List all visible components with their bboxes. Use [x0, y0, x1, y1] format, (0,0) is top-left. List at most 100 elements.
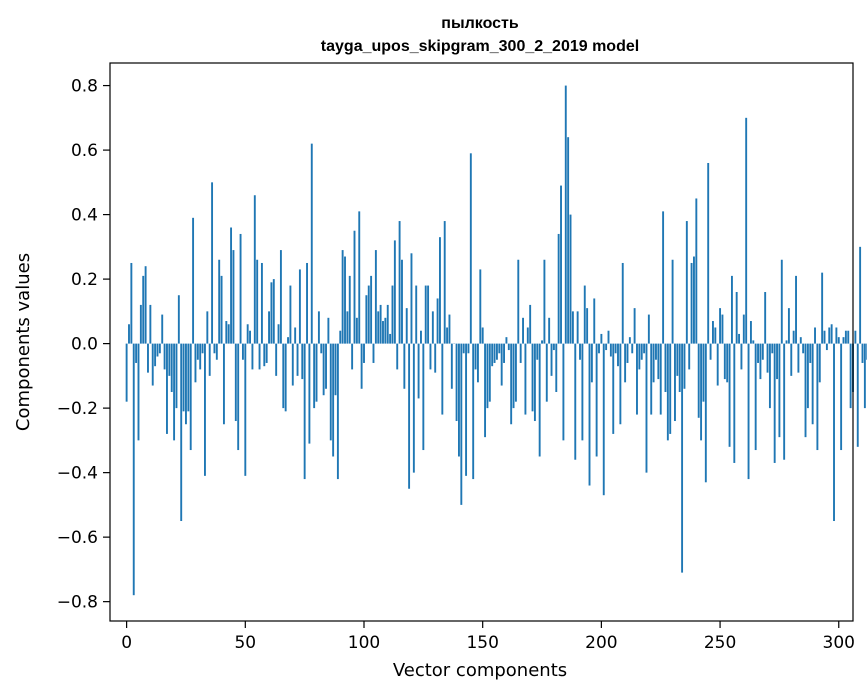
bar-component-210 — [624, 343, 627, 383]
bar-component-7 — [142, 275, 145, 344]
bar-component-96 — [353, 230, 356, 344]
bar-component-95 — [351, 343, 354, 370]
y-tick-label: 0.6 — [71, 141, 98, 161]
bar-component-174 — [538, 343, 541, 457]
bar-component-187 — [569, 214, 572, 344]
bar-component-63 — [275, 343, 278, 376]
bar-component-258 — [738, 333, 741, 344]
bar-component-218 — [643, 343, 646, 354]
bar-component-109 — [384, 317, 387, 344]
bar-component-6 — [139, 304, 142, 344]
bar-component-177 — [545, 343, 548, 402]
bar-component-8 — [144, 266, 147, 344]
bar-component-111 — [389, 333, 392, 344]
bar-component-112 — [391, 285, 394, 344]
bar-component-204 — [609, 343, 612, 357]
bar-component-273 — [773, 343, 776, 463]
bar-component-73 — [298, 269, 301, 344]
bar-component-113 — [393, 240, 396, 344]
bar-component-60 — [268, 311, 270, 344]
bar-component-235 — [683, 343, 686, 389]
bar-component-44 — [230, 227, 233, 344]
bar-component-172 — [533, 343, 536, 422]
y-tick-label: 0.0 — [71, 335, 98, 355]
bar-component-243 — [702, 343, 705, 402]
bar-component-181 — [555, 343, 558, 392]
bar-component-304 — [847, 330, 850, 344]
bar-component-308 — [856, 343, 859, 447]
bar-component-188 — [571, 311, 574, 344]
bar-component-155 — [493, 343, 496, 363]
bar-component-118 — [405, 308, 408, 344]
bar-component-173 — [536, 343, 539, 360]
bar-component-150 — [481, 327, 484, 344]
bar-component-302 — [842, 337, 845, 344]
bar-component-293 — [821, 272, 824, 344]
x-axis-ticks: 0 50 100 150 200 250 300 — [121, 621, 855, 653]
bar-component-42 — [225, 321, 228, 344]
bar-component-14 — [158, 343, 161, 354]
bar-component-148 — [476, 343, 479, 383]
bar-component-227 — [664, 343, 667, 392]
y-tick-label: 0.4 — [71, 206, 98, 226]
bar-component-224 — [657, 343, 660, 380]
bar-component-309 — [859, 246, 862, 344]
bar-component-79 — [313, 343, 316, 409]
bar-component-266 — [757, 343, 759, 363]
bar-component-165 — [517, 259, 520, 344]
bar-component-159 — [503, 343, 505, 363]
bar-component-65 — [279, 250, 282, 344]
bar-component-1 — [128, 324, 130, 344]
bar-component-31 — [199, 343, 202, 370]
bar-component-294 — [823, 330, 826, 344]
bar-component-209 — [621, 262, 624, 344]
bar-component-297 — [830, 324, 833, 344]
x-tick-label: 250 — [704, 633, 736, 653]
bar-component-307 — [854, 330, 857, 344]
bar-component-270 — [766, 343, 769, 373]
bar-component-295 — [825, 343, 828, 351]
bar-component-253 — [726, 343, 729, 383]
bar-component-281 — [792, 330, 795, 344]
bar-component-202 — [605, 343, 608, 351]
bar-component-166 — [519, 343, 522, 363]
bar-component-162 — [510, 343, 513, 425]
bar-component-5 — [137, 343, 140, 441]
bar-component-102 — [367, 285, 370, 344]
bar-component-18 — [168, 343, 171, 376]
bar-component-69 — [289, 285, 292, 344]
bar-component-175 — [541, 340, 543, 344]
bar-component-59 — [265, 343, 268, 363]
bar-component-193 — [583, 285, 586, 344]
bar-component-274 — [776, 343, 778, 380]
bar-component-240 — [695, 198, 698, 344]
bar-component-123 — [417, 343, 420, 399]
bar-component-252 — [723, 343, 726, 380]
bar-component-215 — [636, 343, 638, 415]
bar-component-55 — [256, 259, 259, 344]
bar-component-164 — [514, 343, 517, 402]
bar-component-260 — [742, 314, 745, 344]
bar-component-205 — [612, 343, 615, 434]
bar-component-50 — [244, 343, 247, 476]
bar-component-81 — [317, 311, 320, 344]
bar-component-221 — [650, 343, 653, 415]
chart-subtitle: tayga_upos_skipgram_300_2_2019 model — [321, 38, 639, 55]
bar-component-211 — [626, 343, 629, 363]
bar-component-263 — [749, 321, 752, 344]
bar-component-126 — [424, 285, 427, 344]
bar-component-144 — [467, 343, 470, 354]
bar-component-82 — [320, 343, 323, 354]
bar-component-207 — [617, 343, 619, 367]
bar-component-194 — [586, 308, 589, 344]
bar-component-34 — [206, 311, 209, 344]
bar-component-250 — [719, 308, 722, 344]
x-tick-label: 150 — [466, 633, 498, 653]
bar-component-220 — [647, 314, 650, 344]
bar-component-153 — [488, 343, 491, 402]
bar-component-214 — [633, 308, 636, 344]
bar-component-15 — [161, 314, 164, 344]
bar-component-289 — [811, 343, 814, 425]
bar-component-143 — [465, 343, 468, 476]
bar-component-267 — [759, 343, 762, 380]
